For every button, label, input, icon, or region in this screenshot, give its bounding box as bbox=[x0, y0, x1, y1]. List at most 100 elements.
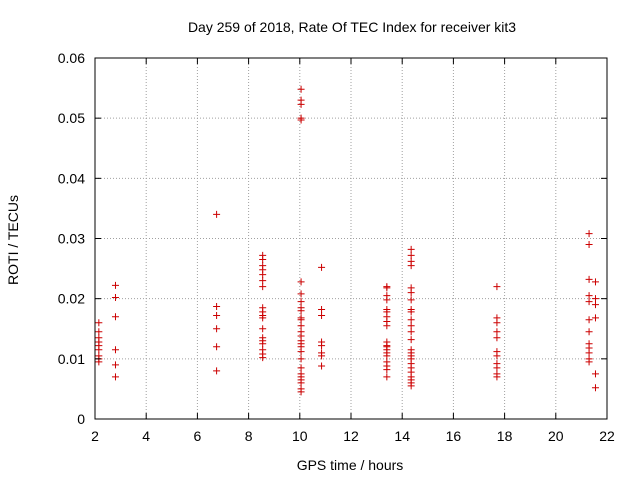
data-point bbox=[111, 373, 119, 381]
x-tick-label: 4 bbox=[142, 428, 150, 444]
data-point bbox=[493, 373, 501, 381]
data-point bbox=[407, 316, 415, 324]
data-point bbox=[318, 305, 326, 313]
data-point bbox=[318, 352, 326, 360]
data-point bbox=[297, 322, 305, 330]
data-point bbox=[297, 278, 305, 286]
x-tick-label: 20 bbox=[548, 428, 564, 444]
x-tick-label: 12 bbox=[343, 428, 359, 444]
data-point bbox=[213, 302, 221, 310]
data-point bbox=[297, 307, 305, 315]
x-tick-label: 16 bbox=[446, 428, 462, 444]
x-tick-label: 14 bbox=[394, 428, 410, 444]
y-axis-label: ROTI / TECUs bbox=[5, 195, 21, 285]
y-tick-label: 0.01 bbox=[58, 351, 85, 367]
x-tick-label: 22 bbox=[599, 428, 615, 444]
grid-lines bbox=[95, 58, 607, 419]
data-point bbox=[259, 277, 267, 285]
y-tick-label: 0.02 bbox=[58, 291, 85, 307]
data-point bbox=[111, 281, 119, 289]
data-point bbox=[407, 251, 415, 259]
data-point bbox=[407, 336, 415, 344]
data-point bbox=[493, 334, 501, 342]
data-point bbox=[591, 301, 599, 309]
data-point bbox=[407, 322, 415, 330]
data-point bbox=[585, 241, 593, 249]
data-point bbox=[95, 346, 103, 354]
data-point bbox=[297, 364, 305, 372]
data-point bbox=[585, 275, 593, 283]
data-point bbox=[95, 328, 103, 336]
data-point bbox=[297, 116, 305, 124]
y-tick-label: 0.06 bbox=[58, 50, 85, 66]
data-point bbox=[407, 245, 415, 253]
data-point bbox=[297, 316, 305, 324]
data-point bbox=[383, 296, 391, 304]
data-point bbox=[95, 319, 103, 327]
data-point bbox=[259, 354, 267, 362]
data-point bbox=[585, 292, 593, 300]
data-point bbox=[259, 283, 267, 291]
data-point bbox=[213, 343, 221, 351]
data-point bbox=[259, 256, 267, 264]
data-point bbox=[297, 379, 305, 387]
data-point bbox=[318, 342, 326, 350]
y-tick-label: 0.03 bbox=[58, 231, 85, 247]
data-point bbox=[493, 364, 501, 372]
data-point bbox=[591, 278, 599, 286]
data-point bbox=[297, 298, 305, 306]
data-point bbox=[591, 295, 599, 303]
x-tick-label: 2 bbox=[91, 428, 99, 444]
data-point bbox=[318, 362, 326, 370]
data-points bbox=[95, 85, 599, 396]
data-point bbox=[318, 263, 326, 271]
data-point bbox=[259, 340, 267, 348]
data-point bbox=[297, 348, 305, 356]
x-tick-label: 6 bbox=[194, 428, 202, 444]
data-point bbox=[493, 352, 501, 360]
data-point bbox=[111, 293, 119, 301]
data-point bbox=[585, 349, 593, 357]
data-point bbox=[259, 314, 267, 322]
data-point bbox=[297, 355, 305, 363]
data-point bbox=[297, 388, 305, 396]
y-tick-label: 0.05 bbox=[58, 110, 85, 126]
data-point bbox=[407, 328, 415, 336]
data-point bbox=[591, 370, 599, 378]
data-point bbox=[318, 312, 326, 320]
data-point bbox=[383, 366, 391, 374]
data-point bbox=[591, 314, 599, 322]
chart-title: Day 259 of 2018, Rate Of TEC Index for r… bbox=[188, 19, 516, 35]
data-point bbox=[95, 358, 103, 366]
data-point bbox=[297, 290, 305, 298]
data-point bbox=[585, 298, 593, 306]
data-point bbox=[259, 325, 267, 333]
y-tick-label: 0.04 bbox=[58, 170, 85, 186]
data-point bbox=[111, 361, 119, 369]
data-point bbox=[259, 271, 267, 279]
data-point bbox=[383, 284, 391, 292]
data-point bbox=[493, 283, 501, 291]
x-tick-label: 10 bbox=[292, 428, 308, 444]
data-point bbox=[297, 85, 305, 93]
y-tick-label: 0 bbox=[77, 411, 85, 427]
data-point bbox=[383, 352, 391, 360]
data-point bbox=[111, 346, 119, 354]
data-point bbox=[407, 308, 415, 316]
data-point bbox=[111, 313, 119, 321]
data-point bbox=[383, 322, 391, 330]
data-point bbox=[213, 312, 221, 320]
x-tick-label: 18 bbox=[497, 428, 513, 444]
axis-ticks: 2 4 6 8 10 12 14 16 18 20 22 0 0.01 0.02 0.03 0.04 0.05 0… bbox=[58, 50, 615, 444]
data-point bbox=[213, 210, 221, 218]
data-point bbox=[383, 373, 391, 381]
data-point bbox=[213, 367, 221, 375]
data-point bbox=[493, 319, 501, 327]
data-point bbox=[493, 328, 501, 336]
data-point bbox=[407, 296, 415, 304]
data-point bbox=[585, 230, 593, 238]
data-point bbox=[297, 100, 305, 108]
data-point bbox=[407, 289, 415, 297]
